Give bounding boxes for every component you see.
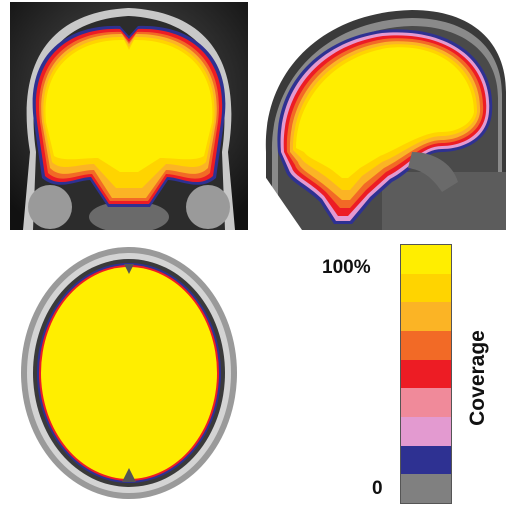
coronal-full-coverage-region xyxy=(45,39,213,172)
colorbar-segment xyxy=(401,331,451,360)
axial-full-coverage-region xyxy=(41,267,217,479)
colorbar-segment xyxy=(401,359,451,389)
coverage-colorbar xyxy=(400,244,452,504)
coronal-slice-view xyxy=(10,2,248,230)
colorbar-title: Coverage xyxy=(466,330,489,426)
colorbar-segment xyxy=(401,245,451,274)
sagittal-slice-image xyxy=(262,2,506,230)
colorbar-max-label: 100% xyxy=(322,257,371,278)
axial-slice-image xyxy=(21,247,237,499)
colorbar-segment xyxy=(401,417,451,446)
sagittal-full-coverage-region xyxy=(296,47,474,179)
sagittal-slice-view xyxy=(262,2,506,230)
colorbar-min-label: 0 xyxy=(372,478,383,499)
colorbar-segment xyxy=(401,273,451,303)
coronal-slice-image xyxy=(10,2,248,230)
axial-slice-view xyxy=(18,244,240,502)
colorbar-segment xyxy=(401,445,451,475)
colorbar-segment xyxy=(401,388,451,418)
colorbar-segment xyxy=(401,302,451,332)
colorbar-segment xyxy=(401,474,451,504)
